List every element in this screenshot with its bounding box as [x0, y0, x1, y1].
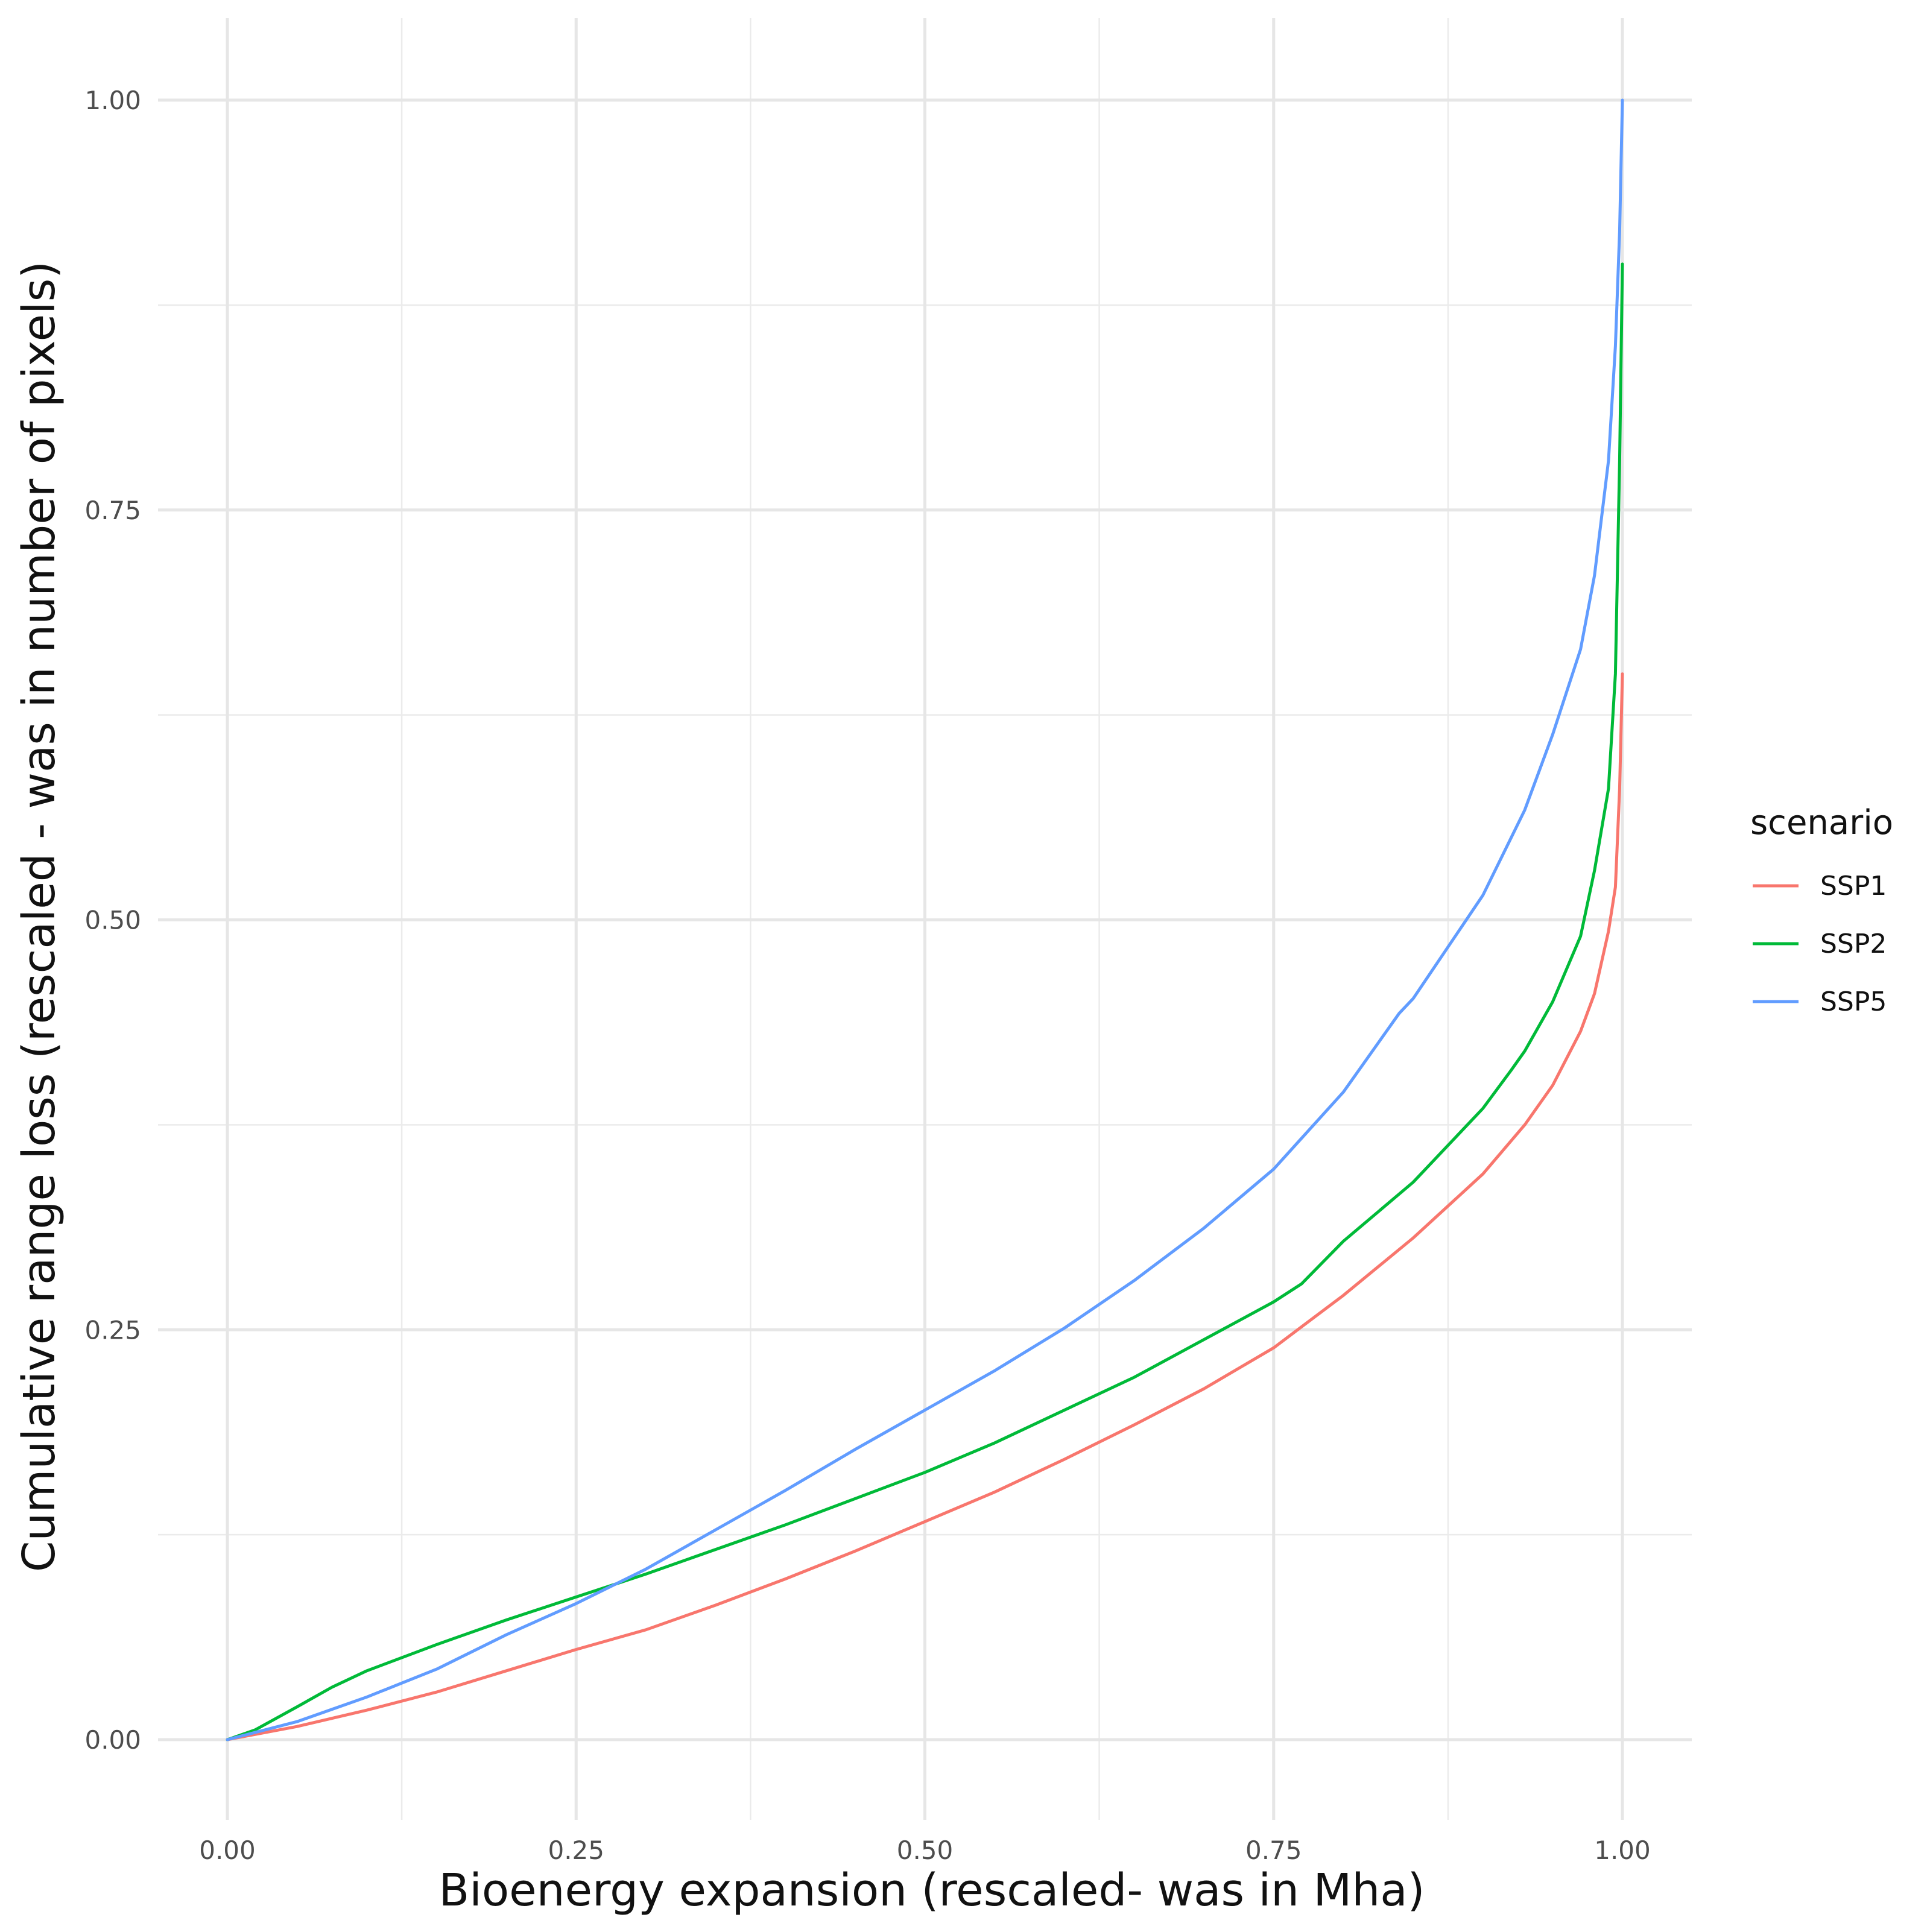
series-line-ssp2 — [226, 262, 1624, 1741]
x-tick-label: 1.00 — [1594, 1836, 1651, 1865]
y-tick-label: 0.75 — [84, 496, 141, 525]
legend-items: SSP1 SSP2 SSP5 — [1753, 871, 1887, 1017]
x-tick-label: 0.25 — [548, 1836, 604, 1865]
series-line-ssp1 — [226, 672, 1624, 1741]
legend-label-ssp1: SSP1 — [1820, 871, 1887, 901]
series-line-ssp5 — [226, 98, 1624, 1741]
legend: scenario SSP1 SSP2 SSP5 — [1750, 803, 1893, 1017]
x-axis-title: Bioenergy expansion (rescaled- was in Mh… — [439, 1864, 1425, 1916]
series-lines — [226, 98, 1624, 1741]
y-tick-label: 1.00 — [84, 86, 141, 115]
legend-title: scenario — [1750, 803, 1893, 842]
x-tick-label: 0.75 — [1245, 1836, 1302, 1865]
y-axis-tick-labels: 0.00 0.25 0.50 0.75 1.00 — [84, 86, 141, 1755]
legend-label-ssp5: SSP5 — [1820, 987, 1887, 1017]
y-tick-label: 0.25 — [84, 1315, 141, 1345]
y-tick-label: 0.00 — [84, 1725, 141, 1755]
y-axis-title: Cumulative range loss (rescaled - was in… — [13, 261, 65, 1572]
major-gridlines — [158, 18, 1692, 1820]
x-axis-tick-labels: 0.00 0.25 0.50 0.75 1.00 — [199, 1836, 1651, 1865]
x-tick-label: 0.50 — [897, 1836, 954, 1865]
y-tick-label: 0.50 — [84, 906, 141, 935]
x-tick-label: 0.00 — [199, 1836, 256, 1865]
legend-label-ssp2: SSP2 — [1820, 929, 1887, 959]
